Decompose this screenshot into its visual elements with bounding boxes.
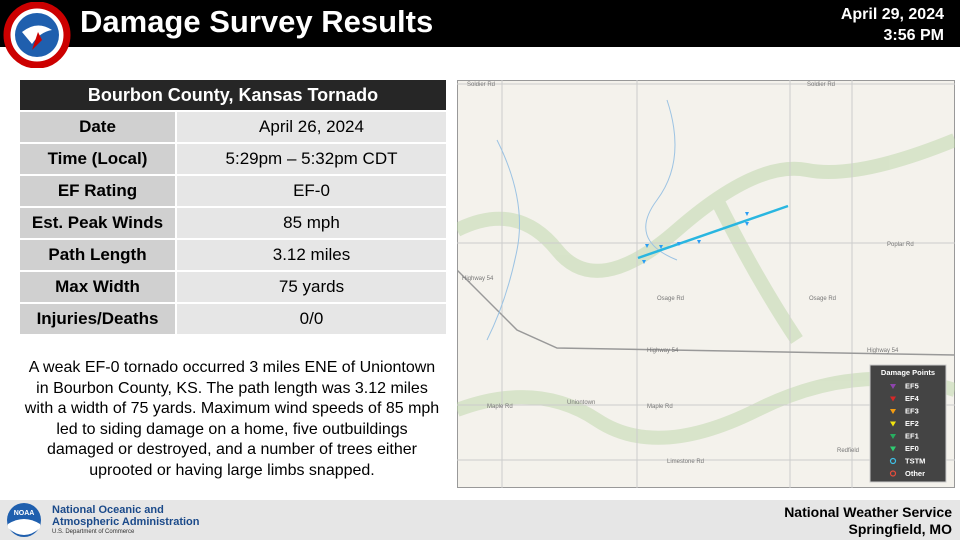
table-row: EF Rating EF-0: [18, 174, 448, 208]
legend-label: EF3: [905, 407, 919, 416]
summary: A weak EF-0 tornado occurred 3 miles ENE…: [24, 359, 440, 479]
legend-symbol: [890, 396, 896, 402]
legend-title: Damage Points: [881, 368, 935, 377]
row-value: April 26, 2024: [175, 110, 448, 144]
map-label: Poplar Rd: [887, 242, 914, 248]
map-label: Maple Rd: [487, 404, 513, 410]
row-label: Max Width: [18, 270, 177, 304]
table-row: Path Length 3.12 miles: [18, 238, 448, 272]
legend-label: EF0: [905, 444, 919, 453]
row-label: Time (Local): [18, 142, 177, 176]
legend-label: Other: [905, 469, 925, 478]
row-label: Injuries/Deaths: [18, 302, 177, 336]
row-value: 85 mph: [175, 206, 448, 240]
map-label: Soldier Rd: [467, 82, 495, 88]
date: April 29, 2024: [840, 6, 944, 23]
map-label: Highway 54: [647, 348, 679, 354]
map-label: Soldier Rd: [807, 82, 835, 88]
agency-line: Atmospheric Administration: [52, 516, 200, 528]
row-value: 75 yards: [175, 270, 448, 304]
map-label: Redfield: [837, 448, 859, 454]
map-label: Osage Rd: [657, 296, 684, 302]
map-label: Osage Rd: [809, 296, 836, 302]
noaa-logo: NOAA: [7, 503, 41, 537]
legend-label: EF5: [905, 382, 919, 391]
legend-symbol: [890, 421, 896, 427]
table-row: Max Width 75 yards: [18, 270, 448, 304]
title: Damage Survey Results: [80, 4, 434, 39]
noaa-logo-text: NOAA: [14, 510, 35, 517]
row-label: Date: [18, 110, 177, 144]
legend-label: TSTM: [905, 457, 925, 466]
table-row: Injuries/Deaths 0/0: [18, 302, 448, 336]
table-row: Time (Local) 5:29pm – 5:32pm CDT: [18, 142, 448, 176]
legend-symbol: [889, 457, 897, 465]
time: 3:56 PM: [883, 27, 944, 44]
row-value: 3.12 miles: [175, 238, 448, 272]
legend-label: EF1: [905, 432, 919, 441]
row-value: EF-0: [175, 174, 448, 208]
header-bar: [0, 0, 960, 47]
legend-symbol: [890, 409, 896, 414]
office-line: National Weather Service: [784, 504, 952, 520]
office: National Weather Service Springfield, MO: [784, 504, 952, 538]
row-value: 0/0: [175, 302, 448, 336]
map-label: Uniontown: [567, 400, 595, 406]
footer-bar: [0, 500, 960, 540]
map-label: Highway 54: [867, 348, 899, 354]
legend-symbol: [890, 446, 896, 452]
row-label: Est. Peak Winds: [18, 206, 177, 240]
legend-symbol: [890, 434, 896, 439]
map: Soldier Rd Soldier Rd Poplar Rd Osage Rd Osa…: [457, 80, 955, 488]
map-label: Limestone Rd: [667, 459, 704, 465]
map-label: Maple Rd: [647, 404, 673, 410]
legend-symbol: [890, 384, 896, 389]
map-label: Highway 54: [462, 276, 494, 282]
survey-table: Bourbon County, Kansas Tornado Date April …: [18, 78, 448, 336]
agency-line: National Oceanic and: [52, 504, 164, 516]
legend-symbol: [889, 470, 897, 477]
nws-logo: [3, 2, 71, 68]
legend-label: EF2: [905, 419, 919, 428]
legend-label: EF4: [905, 394, 920, 403]
department: U.S. Department of Commerce: [52, 529, 135, 535]
issued: April 29, 2024 3:56 PM: [841, 4, 944, 46]
agency: National Oceanic and Atmospheric Administ…: [52, 504, 200, 528]
row-label: Path Length: [18, 238, 177, 272]
office-line: Springfield, MO: [848, 521, 952, 537]
table-row: Date April 26, 2024: [18, 110, 448, 144]
table-title: Bourbon County, Kansas Tornado: [18, 78, 448, 112]
row-label: EF Rating: [18, 174, 177, 208]
table-row: Est. Peak Winds 85 mph: [18, 206, 448, 240]
row-value: 5:29pm – 5:32pm CDT: [175, 142, 448, 176]
